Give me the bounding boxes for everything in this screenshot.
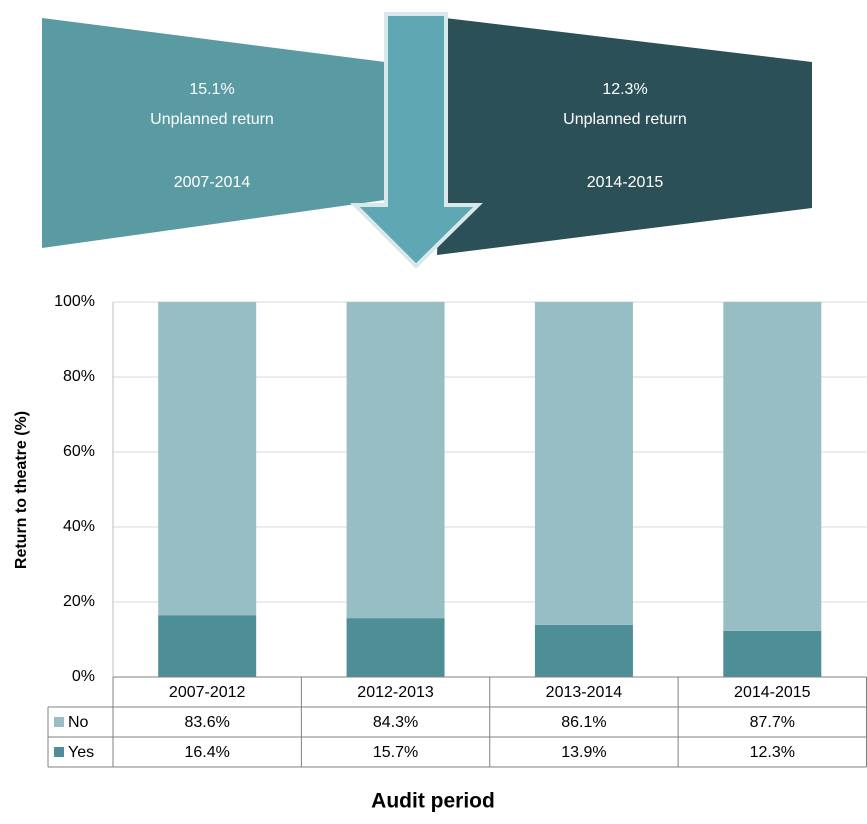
- annotation: Unplanned return: [150, 111, 274, 128]
- bar-segment: [158, 302, 257, 616]
- x-tick-label: 2014-2015: [734, 684, 811, 701]
- data-label: 83.6%: [185, 714, 230, 731]
- data-label: 87.7%: [750, 714, 795, 731]
- y-tick-label: 100%: [54, 293, 95, 310]
- down-arrow: [350, 12, 483, 269]
- annotation: Unplanned return: [563, 111, 687, 128]
- legend-label: No: [68, 714, 89, 731]
- right-banner: [437, 18, 812, 255]
- legend-label: Yes: [68, 744, 94, 761]
- bar-segment: [534, 302, 633, 625]
- x-tick-label: 2012-2013: [357, 684, 434, 701]
- data-label: 16.4%: [185, 744, 230, 761]
- y-axis-label: Return to theatre (%): [13, 411, 30, 569]
- y-tick-label: 0%: [72, 668, 95, 685]
- bar-segment: [346, 618, 445, 677]
- left-banner: [42, 18, 385, 248]
- data-label: 13.9%: [561, 744, 606, 761]
- bar-segment: [723, 302, 822, 631]
- annotation: 15.1%: [189, 81, 234, 98]
- x-tick-label: 2013-2014: [546, 684, 623, 701]
- legend-swatch: [54, 747, 64, 757]
- x-axis-label: Audit period: [371, 790, 495, 813]
- annotation: 2014-2015: [587, 174, 664, 191]
- y-tick-label: 80%: [63, 368, 95, 385]
- y-tick-label: 60%: [63, 443, 95, 460]
- y-tick-label: 20%: [63, 593, 95, 610]
- annotation: 2007-2014: [174, 174, 251, 191]
- y-tick-label: 40%: [63, 518, 95, 535]
- annotation: 12.3%: [602, 81, 647, 98]
- bar-segment: [158, 615, 257, 677]
- banner: 15.1% Unplanned return 2007-2014 12.3% U…: [42, 12, 812, 269]
- bar-segment: [534, 624, 633, 677]
- x-tick-label: 2007-2012: [169, 684, 246, 701]
- legend-swatch: [54, 717, 64, 727]
- data-label: 15.7%: [373, 744, 418, 761]
- data-label: 12.3%: [750, 744, 795, 761]
- data-label: 86.1%: [561, 714, 606, 731]
- bar-segment: [346, 302, 445, 619]
- data-label: 84.3%: [373, 714, 418, 731]
- bar-segment: [723, 630, 822, 677]
